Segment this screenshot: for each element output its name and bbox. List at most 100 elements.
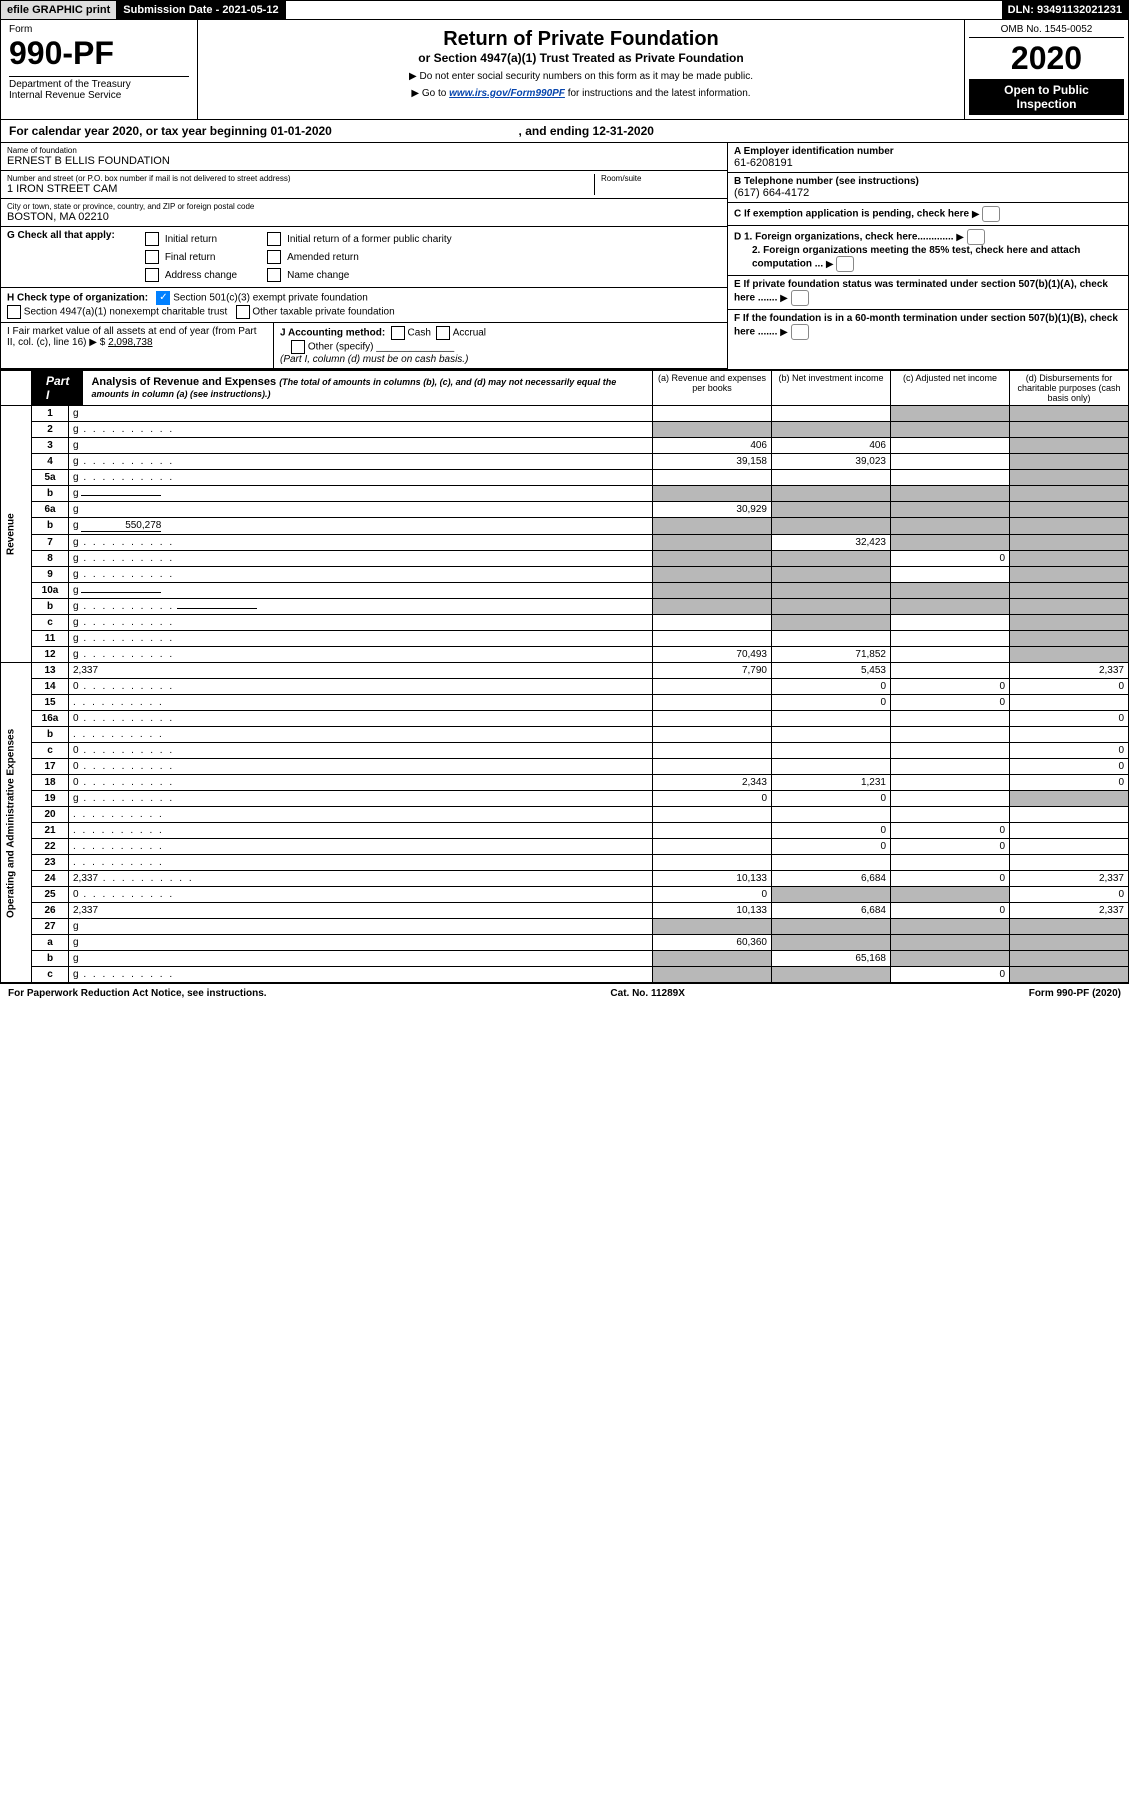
line-description: 0: [69, 775, 653, 791]
cell-c: [891, 567, 1010, 583]
cell-c: [891, 438, 1010, 454]
line-number: 4: [32, 454, 69, 470]
cell-d: 0: [1010, 759, 1129, 775]
checkbox-501c3[interactable]: ✓: [156, 291, 170, 305]
cell-b: [772, 887, 891, 903]
line-description: g: [69, 551, 653, 567]
line-number: 8: [32, 551, 69, 567]
checkbox-d1[interactable]: [967, 229, 985, 245]
room-label: Room/suite: [601, 174, 721, 183]
line-description: g: [69, 486, 653, 502]
top-bar: efile GRAPHIC print Submission Date - 20…: [0, 0, 1129, 20]
cell-a: [653, 470, 772, 486]
dln: DLN: 93491132021231: [1002, 1, 1128, 19]
cell-c: [891, 518, 1010, 535]
cell-c: [891, 502, 1010, 518]
cell-a: [653, 518, 772, 535]
checkbox-initial-former[interactable]: [267, 232, 281, 246]
checkbox-name-change[interactable]: [267, 268, 281, 282]
e-row: E If private foundation status was termi…: [728, 276, 1128, 310]
foundation-name-label: Name of foundation: [7, 146, 721, 155]
line-description: 0: [69, 711, 653, 727]
cell-a: 10,133: [653, 903, 772, 919]
line-number: 1: [32, 406, 69, 422]
checkbox-address-change[interactable]: [145, 268, 159, 282]
checkbox-final-return[interactable]: [145, 250, 159, 264]
checkbox-amended[interactable]: [267, 250, 281, 264]
checkbox-other-taxable[interactable]: [236, 305, 250, 319]
table-row: 1500: [1, 695, 1129, 711]
checkbox-4947[interactable]: [7, 305, 21, 319]
checkbox-cash[interactable]: [391, 326, 405, 340]
line-description: 2,337: [69, 663, 653, 679]
instruction-2: ▶ Go to www.irs.gov/Form990PF for instru…: [206, 88, 956, 99]
irs-link[interactable]: www.irs.gov/Form990PF: [449, 88, 565, 99]
line-number: 16a: [32, 711, 69, 727]
cell-b: [772, 759, 891, 775]
table-row: 1700: [1, 759, 1129, 775]
line-description: g: [69, 935, 653, 951]
cell-b: 0: [772, 823, 891, 839]
cell-d: 0: [1010, 711, 1129, 727]
fmv-value: 2,098,738: [108, 337, 153, 348]
line-description: [69, 823, 653, 839]
checkbox-other-method[interactable]: [291, 340, 305, 354]
cell-b: [772, 919, 891, 935]
table-row: cg: [1, 615, 1129, 631]
checkbox-initial-return[interactable]: [145, 232, 159, 246]
cell-a: 0: [653, 791, 772, 807]
cell-d: [1010, 919, 1129, 935]
checkbox-c[interactable]: [982, 206, 1000, 222]
ein-label: A Employer identification number: [734, 146, 1122, 157]
form-label: Form: [9, 24, 189, 35]
line-description: 0: [69, 759, 653, 775]
cell-c: [891, 406, 1010, 422]
cell-a: [653, 486, 772, 502]
table-row: bg65,168: [1, 951, 1129, 967]
cell-a: [653, 406, 772, 422]
checkbox-f[interactable]: [791, 324, 809, 340]
table-row: cg0: [1, 967, 1129, 983]
cell-d: [1010, 631, 1129, 647]
d-row: D 1. Foreign organizations, check here..…: [728, 226, 1128, 276]
cell-a: [653, 855, 772, 871]
line-description: g: [69, 791, 653, 807]
line-number: c: [32, 967, 69, 983]
cell-b: 6,684: [772, 871, 891, 887]
instruction-1: ▶ Do not enter social security numbers o…: [206, 71, 956, 82]
table-row: 2200: [1, 839, 1129, 855]
line-description: g: [69, 967, 653, 983]
tax-year: 2020: [969, 38, 1124, 79]
cell-c: [891, 615, 1010, 631]
line-number: b: [32, 518, 69, 535]
cat-no: Cat. No. 11289X: [610, 988, 684, 999]
table-row: bg: [1, 486, 1129, 502]
cell-c: [891, 631, 1010, 647]
cell-a: [653, 839, 772, 855]
line-number: 17: [32, 759, 69, 775]
cell-a: [653, 807, 772, 823]
line-description: g: [69, 454, 653, 470]
cell-c: [891, 599, 1010, 615]
checkbox-e[interactable]: [791, 290, 809, 306]
phone-label: B Telephone number (see instructions): [734, 176, 1122, 187]
cell-c: [891, 486, 1010, 502]
cell-c: 0: [891, 823, 1010, 839]
line-number: 21: [32, 823, 69, 839]
efile-print-button[interactable]: efile GRAPHIC print: [1, 1, 117, 19]
cell-d: [1010, 583, 1129, 599]
checkbox-accrual[interactable]: [436, 326, 450, 340]
table-row: 9g: [1, 567, 1129, 583]
checkbox-d2[interactable]: [836, 256, 854, 272]
cell-b: 1,231: [772, 775, 891, 791]
cell-b: [772, 935, 891, 951]
cell-b: [772, 518, 891, 535]
line-number: c: [32, 615, 69, 631]
calendar-year-row: For calendar year 2020, or tax year begi…: [0, 120, 1129, 143]
cell-b: [772, 470, 891, 486]
open-to-public: Open to Public Inspection: [969, 79, 1124, 115]
line-description: [69, 727, 653, 743]
cell-d: [1010, 406, 1129, 422]
cell-a: [653, 567, 772, 583]
table-row: 3g406406: [1, 438, 1129, 454]
